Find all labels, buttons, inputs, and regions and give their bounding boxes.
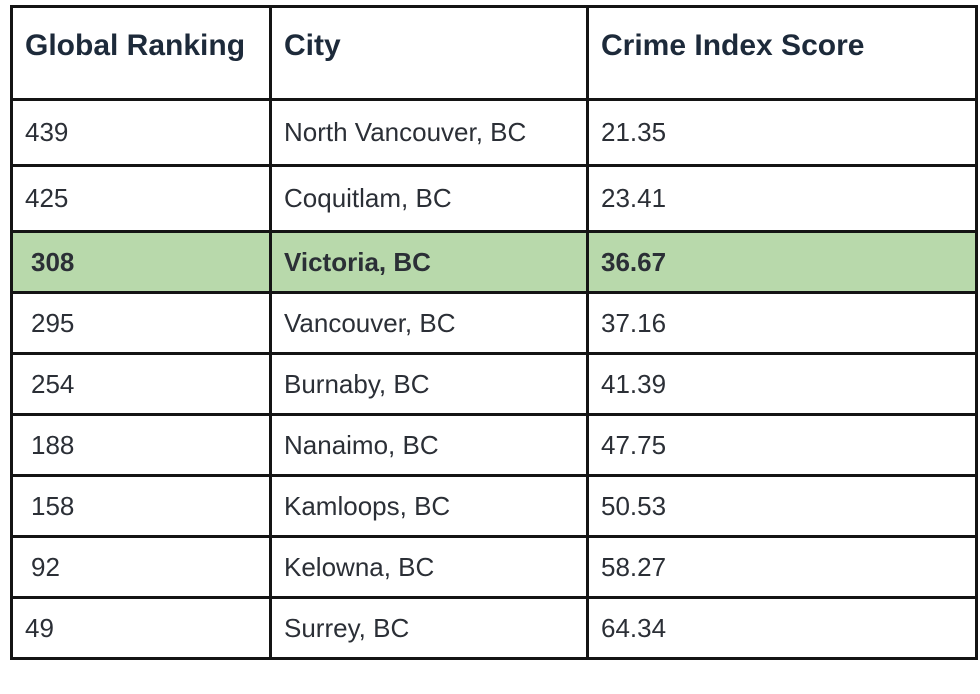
table-row-highlighted: 308 Victoria, BC 36.67 <box>10 230 978 294</box>
score-cell: 58.27 <box>586 535 978 599</box>
table-row: 295 Vancouver, BC 37.16 <box>10 291 978 355</box>
table-row: 439 North Vancouver, BC 21.35 <box>10 98 978 167</box>
rank-cell: 158 <box>10 474 272 538</box>
city-cell: Coquitlam, BC <box>269 164 589 233</box>
rank-cell: 188 <box>10 413 272 477</box>
header-city: City <box>269 5 589 101</box>
city-cell: Burnaby, BC <box>269 352 589 416</box>
table-row: 254 Burnaby, BC 41.39 <box>10 352 978 416</box>
crime-index-table: Global Ranking City Crime Index Score 43… <box>10 5 978 660</box>
score-cell: 41.39 <box>586 352 978 416</box>
header-global-ranking: Global Ranking <box>10 5 272 101</box>
score-cell: 64.34 <box>586 596 978 660</box>
score-cell: 23.41 <box>586 164 978 233</box>
city-cell: North Vancouver, BC <box>269 98 589 167</box>
city-cell: Nanaimo, BC <box>269 413 589 477</box>
rank-cell: 254 <box>10 352 272 416</box>
score-cell: 50.53 <box>586 474 978 538</box>
score-cell: 36.67 <box>586 230 978 294</box>
city-cell: Victoria, BC <box>269 230 589 294</box>
header-row: Global Ranking City Crime Index Score <box>10 5 978 101</box>
score-cell: 21.35 <box>586 98 978 167</box>
score-cell: 47.75 <box>586 413 978 477</box>
rank-cell: 308 <box>10 230 272 294</box>
rank-cell: 49 <box>10 596 272 660</box>
rank-cell: 439 <box>10 98 272 167</box>
city-cell: Kelowna, BC <box>269 535 589 599</box>
header-crime-index-score: Crime Index Score <box>586 5 978 101</box>
rank-cell: 425 <box>10 164 272 233</box>
city-cell: Surrey, BC <box>269 596 589 660</box>
table-row: 158 Kamloops, BC 50.53 <box>10 474 978 538</box>
rank-cell: 295 <box>10 291 272 355</box>
table-row: 188 Nanaimo, BC 47.75 <box>10 413 978 477</box>
rank-cell: 92 <box>10 535 272 599</box>
table-row: 425 Coquitlam, BC 23.41 <box>10 164 978 233</box>
score-cell: 37.16 <box>586 291 978 355</box>
city-cell: Vancouver, BC <box>269 291 589 355</box>
city-cell: Kamloops, BC <box>269 474 589 538</box>
table-row: 92 Kelowna, BC 58.27 <box>10 535 978 599</box>
table-row: 49 Surrey, BC 64.34 <box>10 596 978 660</box>
